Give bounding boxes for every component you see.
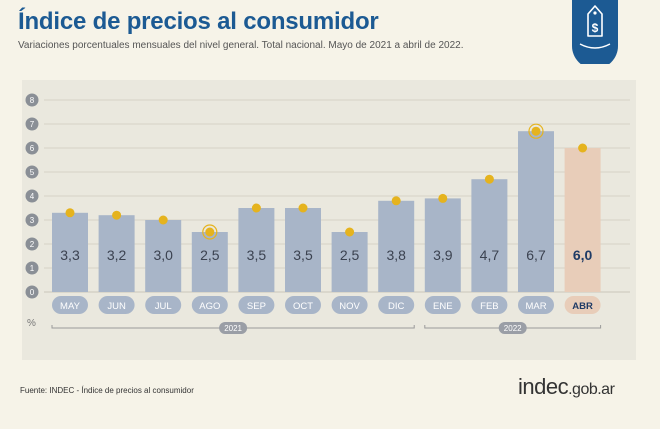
bar-value-label: 3,3 xyxy=(60,247,80,263)
y-tick-label: 8 xyxy=(30,96,35,105)
y-tick-label: 1 xyxy=(30,264,35,273)
y-tick-label: 7 xyxy=(30,120,35,129)
bar xyxy=(471,179,508,292)
month-pill xyxy=(564,296,601,314)
bar xyxy=(424,198,461,292)
y-tick-marker xyxy=(25,285,39,299)
value-marker xyxy=(112,210,122,220)
month-pill xyxy=(331,296,368,314)
year-label: 2021 xyxy=(224,324,242,333)
bar-value-label: 3,8 xyxy=(386,247,406,263)
y-tick-marker xyxy=(25,93,39,107)
value-marker xyxy=(158,215,168,225)
month-label: AGO xyxy=(199,301,220,312)
bar xyxy=(331,232,368,292)
y-tick-marker xyxy=(25,117,39,131)
bar-value-label: 4,7 xyxy=(480,247,500,263)
y-tick-marker xyxy=(25,261,39,275)
bar-value-label: 3,5 xyxy=(247,247,267,263)
month-label: FEB xyxy=(480,301,498,312)
y-tick-label: 5 xyxy=(30,168,35,177)
month-pill xyxy=(238,296,275,314)
y-tick-label: 6 xyxy=(30,144,35,153)
month-label: MAY xyxy=(60,301,81,312)
bar-value-label: 3,9 xyxy=(433,247,453,263)
y-tick-marker xyxy=(25,141,39,155)
value-marker xyxy=(484,174,494,184)
bar xyxy=(52,212,88,292)
value-marker xyxy=(251,203,261,213)
month-pill xyxy=(378,296,415,314)
y-tick-marker xyxy=(25,165,39,179)
value-marker xyxy=(391,196,401,206)
bar xyxy=(98,215,135,292)
y-tick-marker xyxy=(25,189,39,203)
value-marker xyxy=(65,208,75,218)
y-tick-label: 3 xyxy=(30,216,35,225)
value-marker xyxy=(345,227,355,237)
value-marker xyxy=(205,227,215,237)
month-label: ENE xyxy=(433,301,453,312)
month-pill xyxy=(424,296,461,314)
y-tick-label: 2 xyxy=(30,240,35,249)
value-marker xyxy=(531,126,541,136)
y-tick-marker xyxy=(25,237,39,251)
year-pill xyxy=(219,322,248,334)
bar xyxy=(238,208,275,292)
svg-text:$: $ xyxy=(592,21,599,35)
year-pill xyxy=(498,322,527,334)
bar xyxy=(378,200,415,292)
month-pill xyxy=(471,296,508,314)
month-label: DIC xyxy=(388,301,405,312)
marker-ring xyxy=(202,224,218,240)
bar-value-label: 6,0 xyxy=(573,247,593,263)
bar xyxy=(564,148,601,292)
logo-brand: indec xyxy=(518,374,569,399)
y-tick-label: 4 xyxy=(30,192,35,201)
month-pill xyxy=(145,296,182,314)
year-label: 2022 xyxy=(504,324,522,333)
bar-value-label: 2,5 xyxy=(200,247,220,263)
month-label: ABR xyxy=(572,301,593,312)
month-label: MAR xyxy=(525,301,546,312)
month-pill xyxy=(52,296,88,314)
page-subtitle: Variaciones porcentuales mensuales del n… xyxy=(18,40,464,51)
bar xyxy=(518,131,554,292)
month-pill xyxy=(285,296,321,314)
month-pill xyxy=(98,296,135,314)
y-tick-marker xyxy=(25,213,39,227)
value-marker xyxy=(578,143,588,153)
indec-logo: indec.gob.ar xyxy=(518,374,615,400)
marker-ring xyxy=(528,123,544,139)
month-label: OCT xyxy=(293,301,313,312)
price-tag-dollar-icon: $ xyxy=(572,0,618,64)
bar-value-label: 3,5 xyxy=(293,247,313,263)
source-note: Fuente: INDEC - Índice de precios al con… xyxy=(20,386,194,395)
month-pill xyxy=(518,296,554,314)
month-label: JUL xyxy=(155,301,172,312)
bar-value-label: 2,5 xyxy=(340,247,360,263)
bar-value-label: 6,7 xyxy=(526,247,546,263)
month-pill xyxy=(191,296,228,314)
bar-value-label: 3,0 xyxy=(153,247,173,263)
month-label: SEP xyxy=(247,301,266,312)
month-label: JUN xyxy=(107,301,126,312)
bar xyxy=(145,220,182,292)
bar xyxy=(285,208,321,292)
logo-domain: .gob.ar xyxy=(568,381,615,398)
bar xyxy=(191,232,228,292)
value-marker xyxy=(438,193,448,203)
y-tick-label: 0 xyxy=(30,288,35,297)
page-title: Índice de precios al consumidor xyxy=(18,8,379,35)
value-marker xyxy=(298,203,308,213)
bar-value-label: 3,2 xyxy=(107,247,127,263)
y-axis-unit: % xyxy=(27,318,36,329)
month-label: NOV xyxy=(339,301,360,312)
